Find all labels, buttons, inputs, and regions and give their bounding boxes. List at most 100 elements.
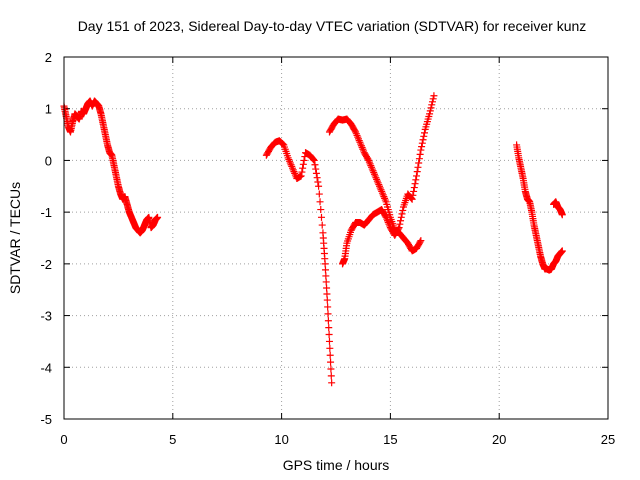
- data-point: [397, 213, 405, 221]
- data-point: [358, 144, 366, 151]
- data-point: [398, 210, 406, 218]
- grid-lines: [64, 57, 608, 419]
- data-point: [397, 217, 405, 225]
- data-point: [364, 155, 372, 163]
- data-point: [365, 158, 373, 166]
- series-segment-3: [325, 115, 425, 255]
- data-point: [288, 162, 296, 170]
- data-point: [324, 303, 332, 311]
- data-point: [315, 182, 323, 190]
- x-axis-label: GPS time / hours: [283, 457, 390, 473]
- data-point: [278, 140, 286, 148]
- x-tick-label: 5: [169, 432, 176, 447]
- data-point: [357, 142, 365, 150]
- data-point: [309, 155, 317, 163]
- data-point: [284, 154, 292, 162]
- data-point: [325, 324, 333, 332]
- data-point: [418, 139, 426, 147]
- data-point: [427, 104, 435, 112]
- data-point: [383, 215, 391, 223]
- data-point: [312, 169, 320, 177]
- x-tick-label: 10: [274, 432, 288, 447]
- data-point: [413, 168, 421, 176]
- y-tick-label: -3: [40, 309, 52, 324]
- data-point: [286, 159, 294, 167]
- data-point: [323, 296, 331, 304]
- data-point: [353, 131, 361, 139]
- data-point: [372, 174, 380, 182]
- data-point: [317, 213, 325, 221]
- data-point: [351, 127, 359, 135]
- data-point: [417, 146, 425, 154]
- data-point: [367, 162, 375, 170]
- data-point: [298, 168, 306, 176]
- y-tick-label: 2: [45, 50, 52, 65]
- x-tick-label: 15: [383, 432, 397, 447]
- data-point: [327, 358, 335, 366]
- data-point: [407, 194, 415, 202]
- data-point: [378, 187, 386, 195]
- data-point: [410, 184, 418, 192]
- data-point: [558, 211, 566, 219]
- data-point: [417, 237, 425, 245]
- data-point: [411, 180, 419, 188]
- data-point: [369, 167, 377, 175]
- data-point: [299, 164, 307, 172]
- y-tick-label: 1: [45, 102, 52, 117]
- data-point: [311, 161, 319, 169]
- series-segment-1: [60, 97, 162, 237]
- data-point: [287, 161, 295, 169]
- data-point: [382, 213, 390, 221]
- axis-ticks: 0 5 10 15 20 25 -5 -4 -3 -2 -1 0 1 2: [40, 50, 615, 447]
- data-point: [381, 212, 389, 220]
- y-axis-label: SDTVAR / TECUs: [7, 182, 23, 294]
- data-point: [352, 128, 360, 136]
- data-point: [426, 107, 434, 115]
- data-point: [373, 175, 381, 183]
- data-point: [313, 174, 321, 182]
- data-point: [370, 168, 378, 176]
- data-point: [356, 138, 364, 146]
- data-point: [359, 145, 367, 153]
- data-point: [327, 365, 335, 373]
- data-point: [399, 206, 407, 214]
- data-point: [379, 191, 387, 199]
- y-tick-label: -4: [40, 360, 52, 375]
- data-point: [430, 92, 438, 100]
- data-points: [60, 92, 566, 387]
- data-point: [323, 284, 331, 292]
- data-point: [354, 133, 362, 141]
- data-point: [373, 177, 381, 185]
- data-point: [352, 130, 360, 138]
- data-point: [310, 156, 318, 164]
- data-point: [371, 172, 379, 180]
- data-point: [386, 222, 394, 230]
- data-point: [354, 135, 362, 143]
- data-point: [381, 194, 389, 202]
- data-point: [314, 178, 322, 186]
- data-point: [297, 172, 305, 180]
- data-point: [368, 163, 376, 171]
- data-point: [429, 95, 437, 103]
- data-point: [286, 157, 294, 165]
- data-point: [291, 169, 299, 177]
- data-point: [415, 159, 423, 167]
- data-point: [376, 182, 384, 190]
- data-point: [324, 317, 332, 325]
- data-point: [428, 101, 436, 109]
- data-point: [416, 150, 424, 158]
- series-segment-4: [339, 92, 438, 268]
- data-point: [365, 156, 373, 164]
- data-point: [378, 189, 386, 197]
- data-point: [312, 165, 320, 173]
- data-point: [428, 98, 436, 106]
- data-point: [558, 247, 566, 255]
- data-point: [368, 165, 376, 173]
- data-point: [413, 172, 421, 180]
- chart-title: Day 151 of 2023, Sidereal Day-to-day VTE…: [78, 18, 587, 34]
- data-point: [325, 337, 333, 345]
- data-point: [410, 187, 418, 195]
- data-point: [394, 225, 402, 233]
- data-point: [370, 170, 378, 178]
- data-point: [316, 198, 324, 206]
